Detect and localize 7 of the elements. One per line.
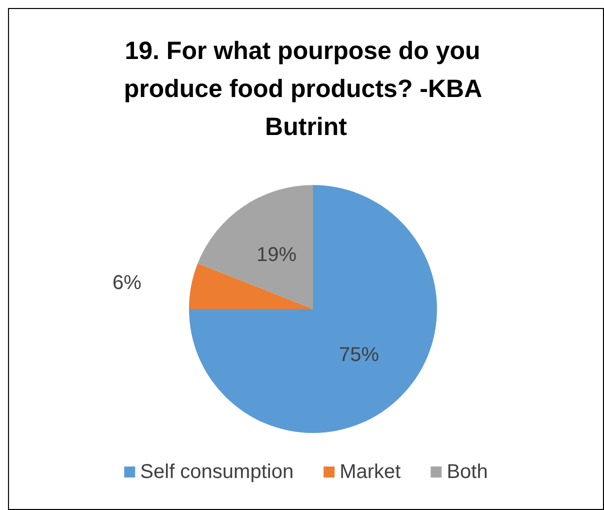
data-label: 6% [112, 272, 142, 294]
chart-title: 19. For what pourpose do you produce food products? -KBA Butrint [124, 37, 488, 141]
legend-label: Market [340, 461, 402, 483]
data-label: 19% [256, 244, 297, 266]
data-label: 75% [338, 344, 380, 366]
legend-label: Self consumption [140, 461, 294, 483]
legend-label: Both [446, 461, 488, 483]
